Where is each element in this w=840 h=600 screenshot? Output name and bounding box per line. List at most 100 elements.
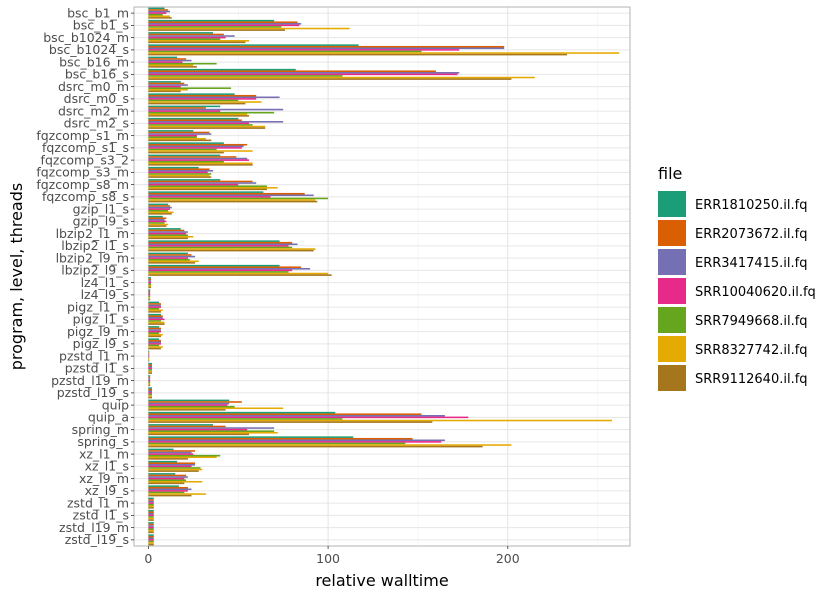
y-tick-label: pigz_l1_m [67, 299, 129, 314]
y-tick-label: bsc_b1_s [73, 18, 129, 33]
bar-pzstd_l1_m-ERR1810250.il.fq [148, 350, 150, 353]
bar-lz4_l1_s-SRR7949668.il.fq [148, 283, 152, 285]
y-tick-label: pzstd_l1_m [59, 348, 129, 363]
bar-zstd_l19_m-ERR1810250.il.fq [148, 522, 154, 524]
bar-bsc_b16_s-SRR7949668.il.fq [148, 75, 343, 77]
bar-zstd_l19_m-SRR7949668.il.fq [148, 528, 154, 530]
y-tick-label: zstd_l19_s [65, 532, 129, 547]
bar-pzstd_l19_s-SRR9112640.il.fq [148, 396, 152, 399]
bar-xz_l1_m-ERR1810250.il.fq [148, 448, 174, 451]
bar-fqzcomp_s8_s-SRR9112640.il.fq [148, 200, 318, 203]
bar-fqzcomp_s1_m-SRR7949668.il.fq [148, 136, 197, 138]
bar-bsc_b1024_m-ERR3417415.il.fq [148, 35, 235, 37]
bar-lbzip2_l9_s-ERR1810250.il.fq [148, 264, 280, 267]
legend-swatch-SRR9112640.il.fq [658, 365, 686, 391]
bar-dsrc_m0_m-SRR8327742.il.fq [148, 88, 188, 91]
bar-fqzcomp_s3_m-ERR2073672.il.fq [148, 168, 210, 171]
bar-zstd_l1_s-ERR3417415.il.fq [148, 513, 154, 515]
bar-zstd_l19_m-ERR3417415.il.fq [148, 525, 154, 527]
bar-fqzcomp_s8_m-ERR2073672.il.fq [148, 180, 253, 183]
bar-dsrc_m2_m-SRR7949668.il.fq [148, 111, 275, 114]
bar-pzstd_l1_s-SRR8327742.il.fq [148, 370, 152, 373]
bar-lz4_l9_s-SRR9112640.il.fq [148, 298, 151, 301]
bar-pigz_l1_m-SRR8327742.il.fq [148, 309, 163, 312]
y-tick-label: xz_l1_s [85, 459, 129, 474]
bar-lbzip2_l9_s-SRR7949668.il.fq [148, 271, 289, 273]
panel-border [133, 6, 631, 547]
bar-pzstd_l19_m-SRR8327742.il.fq [148, 382, 151, 385]
bar-spring_s-SRR10040620.il.fq [148, 441, 442, 443]
bar-dsrc_m0_m-SRR7949668.il.fq [148, 87, 232, 89]
bar-pigz_l1_m-SRR7949668.il.fq [148, 307, 160, 310]
y-tick-label: pzstd_l19_m [51, 373, 129, 388]
bar-lbzip2_l1_m-SRR8327742.il.fq [148, 235, 194, 238]
bar-fqzcomp_s3_2-SRR10040620.il.fq [148, 159, 250, 161]
bar-pzstd_l1_s-SRR9112640.il.fq [148, 372, 152, 374]
legend-swatch-ERR2073672.il.fq [658, 220, 686, 246]
bar-quip_a-SRR9112640.il.fq [148, 421, 433, 423]
bar-fqzcomp_s8_s-SRR8327742.il.fq [148, 199, 316, 201]
bar-bsc_b1_s-SRR7949668.il.fq [148, 26, 282, 28]
bar-spring_s-ERR1810250.il.fq [148, 436, 354, 438]
y-tick-label: zstd_l19_m [59, 520, 129, 535]
bar-pzstd_l1_s-ERR3417415.il.fq [148, 366, 152, 368]
legend-swatch-SRR7949668.il.fq [658, 307, 686, 333]
bar-xz_l9_m-SRR10040620.il.fq [148, 477, 185, 480]
y-tick-label: lbzip2_l1_s [61, 238, 129, 253]
bar-fqzcomp_s8_s-ERR1810250.il.fq [148, 191, 264, 193]
bar-bsc_b1_m-SRR7949668.il.fq [148, 13, 163, 16]
bar-lz4_l9_s-SRR8327742.il.fq [148, 297, 151, 299]
bar-pzstd_l1_m-SRR10040620.il.fq [148, 355, 150, 357]
bar-xz_l1_s-ERR3417415.il.fq [148, 464, 196, 466]
bar-xz_l1_s-SRR7949668.il.fq [148, 467, 201, 469]
bar-bsc_b1_s-ERR1810250.il.fq [148, 19, 275, 22]
bar-pzstd_l1_m-ERR2073672.il.fq [148, 352, 150, 354]
bar-fqzcomp_s8_m-ERR3417415.il.fq [148, 182, 257, 184]
bar-pzstd_l19_s-ERR1810250.il.fq [148, 387, 152, 389]
bar-dsrc_m2_m-ERR3417415.il.fq [148, 108, 284, 111]
x-tick-labels: 0 100 200 [144, 546, 520, 566]
bar-spring_s-SRR7949668.il.fq [148, 442, 406, 445]
bar-bsc_b16_s-ERR2073672.il.fq [148, 70, 436, 73]
legend-label-SRR7949668.il.fq: SRR7949668.il.fq [695, 314, 808, 329]
bar-zstd_l1_s-SRR8327742.il.fq [148, 517, 154, 520]
y-tick-label: bsc_b1024_s [49, 42, 129, 57]
bar-bsc_b1024_m-SRR8327742.il.fq [148, 39, 250, 42]
bar-zstd_l19_s-ERR2073672.il.fq [148, 535, 154, 538]
bar-dsrc_m2_s-SRR7949668.il.fq [148, 124, 253, 126]
legend: file ERR1810250.il.fqERR2073672.il.fqERR… [658, 164, 816, 391]
bar-gzip_l9_s-SRR9112640.il.fq [148, 225, 167, 227]
y-tick-label: xz_l9_s [85, 483, 129, 498]
bar-spring_m-SRR10040620.il.fq [148, 428, 248, 431]
bar-gzip_l1_s-SRR8327742.il.fq [148, 211, 174, 214]
bar-xz_l9_s-SRR10040620.il.fq [148, 490, 188, 492]
bar-bsc_b1_s-SRR8327742.il.fq [148, 27, 350, 30]
bar-pigz_l9_m-SRR10040620.il.fq [148, 330, 161, 333]
bar-fqzcomp_s8_m-SRR9112640.il.fq [148, 188, 267, 191]
x-tick-label: 100 [316, 551, 340, 566]
bar-fqzcomp_s1_s-ERR2073672.il.fq [148, 143, 248, 146]
legend-label-ERR2073672.il.fq: ERR2073672.il.fq [695, 227, 808, 242]
bar-lbzip2_l9_m-SRR9112640.il.fq [148, 262, 196, 264]
bar-xz_l9_m-ERR3417415.il.fq [148, 476, 188, 478]
bar-bsc_b1024_s-ERR1810250.il.fq [148, 44, 359, 46]
y-tick-label: quip_a [88, 410, 129, 425]
legend-label-SRR10040620.il.fq: SRR10040620.il.fq [695, 285, 816, 300]
bar-fqzcomp_s3_m-SRR8327742.il.fq [148, 174, 210, 177]
bar-xz_l9_s-SRR7949668.il.fq [148, 491, 185, 494]
y-tick-label: lz4_l1_s [81, 275, 129, 290]
bar-zstd_l19_s-SRR10040620.il.fq [148, 539, 154, 541]
bar-bsc_b1_s-SRR9112640.il.fq [148, 29, 285, 31]
bar-pigz_l9_s-SRR7949668.il.fq [148, 344, 160, 347]
bar-pzstd_l1_s-SRR7949668.il.fq [148, 369, 152, 371]
bar-zstd_l19_m-SRR8327742.il.fq [148, 529, 154, 532]
y-tick-label: bsc_b16_s [65, 67, 129, 82]
bar-lbzip2_l9_m-SRR8327742.il.fq [148, 260, 199, 263]
bar-lbzip2_l9_s-ERR3417415.il.fq [148, 268, 311, 270]
y-tick-label: zstd_l1_s [73, 508, 129, 523]
bar-gzip_l1_s-SRR9112640.il.fq [148, 213, 172, 215]
bar-bsc_b16_s-SRR9112640.il.fq [148, 78, 512, 80]
bar-fqzcomp_s3_2-SRR8327742.il.fq [148, 162, 253, 165]
bar-bsc_b16_s-ERR1810250.il.fq [148, 68, 296, 71]
bar-zstd_l19_s-SRR7949668.il.fq [148, 540, 154, 543]
